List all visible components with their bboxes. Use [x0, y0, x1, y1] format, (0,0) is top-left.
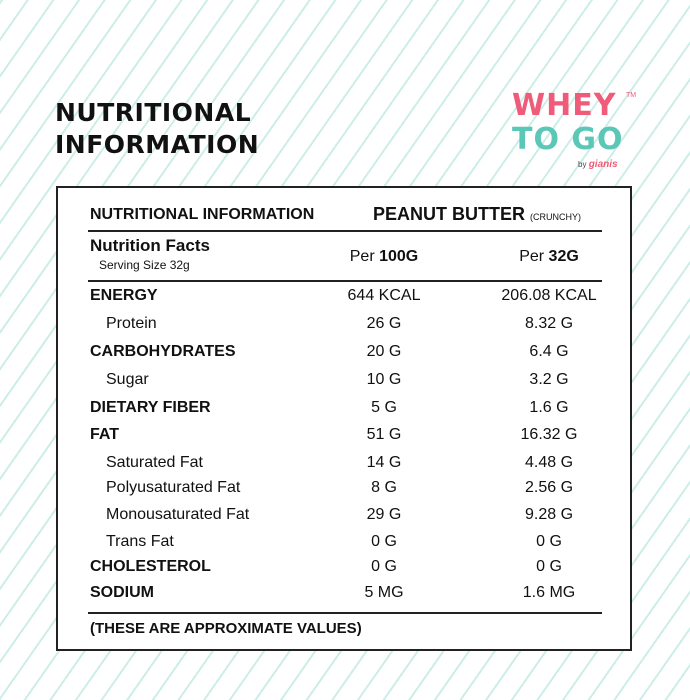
table-row: Trans Fat 0 G 0 G [88, 529, 602, 555]
row-value-32g: 9.28 G [524, 506, 574, 523]
column-header-32g-prefix: Per [519, 248, 545, 265]
column-header-100g-prefix: Per [349, 248, 375, 265]
row-value-32g: 8.32 G [524, 315, 574, 332]
row-value-100g: 644 KCAL [347, 287, 421, 304]
logo-line2: TO GO [512, 122, 624, 157]
row-label: DIETARY FIBER [90, 399, 211, 416]
page-title: NUTRITIONAL INFORMATION [55, 97, 259, 161]
column-header-100g: Per 100G [324, 248, 444, 266]
row-value-100g: 5 G [371, 399, 397, 416]
table-row: DIETARY FIBER 5 G 1.6 G [88, 395, 602, 421]
divider [88, 230, 602, 232]
row-label: CHOLESTEROL [90, 558, 211, 575]
row-label: Saturated Fat [106, 454, 203, 471]
row-label: Polyusaturated Fat [106, 479, 241, 496]
footnote: (THESE ARE APPROXIMATE VALUES) [90, 620, 362, 637]
row-value-32g: 2.56 G [524, 479, 574, 496]
row-value-32g: 16.32 G [520, 426, 578, 443]
table-row: CHOLESTEROL 0 G 0 G [88, 554, 602, 580]
row-value-100g: 20 G [366, 343, 402, 360]
row-value-32g: 1.6 G [529, 399, 569, 416]
facts-title: Nutrition Facts [90, 236, 210, 255]
row-value-32g: 0 G [536, 533, 562, 550]
table-row: Monousaturated Fat 29 G 9.28 G [88, 502, 602, 528]
page-title-line1: NUTRITIONAL [55, 98, 252, 127]
table-row: Sugar 10 G 3.2 G [88, 367, 602, 393]
logo-by: by [578, 160, 587, 169]
serving-size: Serving Size 32g [99, 258, 190, 272]
row-value-100g: 10 G [366, 371, 402, 388]
logo-trademark: TM [626, 92, 637, 99]
row-value-32g: 0 G [536, 558, 562, 575]
row-value-100g: 51 G [366, 426, 402, 443]
product-title: PEANUT BUTTER [373, 204, 525, 224]
nutrition-table: NUTRITIONAL INFORMATION PEANUT BUTTER (C… [56, 186, 632, 651]
column-header-32g-unit: 32G [548, 248, 579, 265]
logo-byline: by gianis [578, 159, 618, 170]
nutrition-table-inner: NUTRITIONAL INFORMATION PEANUT BUTTER (C… [88, 188, 602, 649]
row-label: FAT [90, 426, 120, 443]
product-variant: (CRUNCHY) [530, 212, 582, 222]
product-name: PEANUT BUTTER (CRUNCHY) [373, 204, 581, 225]
row-value-100g: 26 G [366, 315, 402, 332]
row-label: Protein [106, 315, 157, 332]
divider [88, 280, 602, 282]
nutrition-facts-block: Nutrition Facts Serving Size 32g [90, 236, 210, 272]
table-row: SODIUM 5 MG 1.6 MG [88, 580, 602, 606]
row-label: Trans Fat [106, 533, 174, 550]
row-value-100g: 14 G [366, 454, 402, 471]
divider [88, 612, 602, 614]
row-value-100g: 8 G [371, 479, 397, 496]
row-value-100g: 0 G [371, 533, 397, 550]
table-row: Polyusaturated Fat 8 G 2.56 G [88, 475, 602, 501]
table-row: FAT 51 G 16.32 G [88, 422, 602, 448]
table-header: NUTRITIONAL INFORMATION PEANUT BUTTER (C… [88, 204, 602, 228]
row-value-32g: 6.4 G [529, 343, 569, 360]
row-value-100g: 5 MG [364, 584, 404, 601]
row-label: SODIUM [90, 584, 154, 601]
brand-logo: WHEY TM TO GO by gianis [512, 90, 637, 175]
table-title: NUTRITIONAL INFORMATION [90, 206, 315, 223]
table-row: Protein 26 G 8.32 G [88, 311, 602, 337]
row-value-32g: 3.2 G [529, 371, 569, 388]
logo-brand: gianis [588, 159, 618, 170]
table-row: ENERGY 644 KCAL 206.08 KCAL [88, 283, 602, 309]
row-label: ENERGY [90, 287, 158, 304]
row-label: CARBOHYDRATES [90, 343, 236, 360]
row-label: Monousaturated Fat [106, 506, 250, 523]
table-row: CARBOHYDRATES 20 G 6.4 G [88, 339, 602, 365]
column-header-100g-unit: 100G [379, 248, 419, 265]
row-value-100g: 29 G [366, 506, 402, 523]
row-label: Sugar [106, 371, 149, 388]
row-value-32g: 1.6 MG [522, 584, 576, 601]
row-value-32g: 206.08 KCAL [501, 287, 597, 304]
row-value-100g: 0 G [371, 558, 397, 575]
row-value-32g: 4.48 G [524, 454, 574, 471]
table-row: Saturated Fat 14 G 4.48 G [88, 450, 602, 476]
column-header-32g: Per 32G [489, 248, 609, 266]
logo-line1: WHEY [512, 88, 617, 123]
page-title-line2: INFORMATION [55, 130, 260, 159]
